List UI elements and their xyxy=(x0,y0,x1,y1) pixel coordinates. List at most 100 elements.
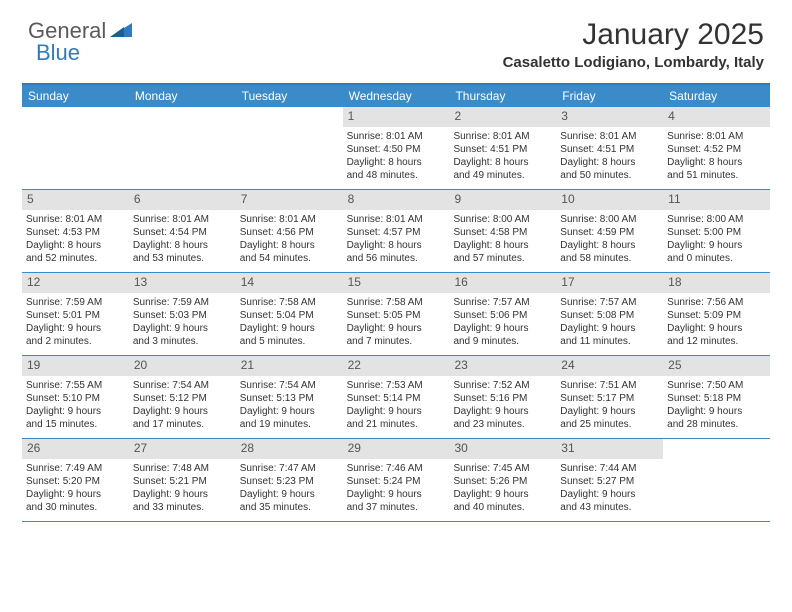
sunset-text: Sunset: 4:58 PM xyxy=(453,226,552,239)
daylight-text-2: and 56 minutes. xyxy=(347,252,446,265)
day-info: Sunrise: 8:00 AMSunset: 5:00 PMDaylight:… xyxy=(667,213,766,265)
day-number: 24 xyxy=(556,356,663,376)
day-number: 18 xyxy=(663,273,770,293)
day-cell-2: 2Sunrise: 8:01 AMSunset: 4:51 PMDaylight… xyxy=(449,107,556,189)
sunset-text: Sunset: 5:20 PM xyxy=(26,475,125,488)
day-cell-18: 18Sunrise: 7:56 AMSunset: 5:09 PMDayligh… xyxy=(663,273,770,355)
day-number: 20 xyxy=(129,356,236,376)
day-cell-25: 25Sunrise: 7:50 AMSunset: 5:18 PMDayligh… xyxy=(663,356,770,438)
sunrise-text: Sunrise: 8:01 AM xyxy=(26,213,125,226)
week-row: 26Sunrise: 7:49 AMSunset: 5:20 PMDayligh… xyxy=(22,439,770,522)
weekday-thursday: Thursday xyxy=(449,85,556,107)
brand-logo-line2: Blue xyxy=(36,40,80,66)
sunset-text: Sunset: 5:16 PM xyxy=(453,392,552,405)
day-cell-12: 12 Sunrise: 7:59 AMSunset: 5:01 PMDayligh… xyxy=(22,273,129,355)
day-info: Sunrise: 8:00 AMSunset: 4:59 PMDaylight:… xyxy=(560,213,659,265)
day-info: Sunrise: 7:51 AMSunset: 5:17 PMDaylight:… xyxy=(560,379,659,431)
daylight-text-1: Daylight: 9 hours xyxy=(26,405,125,418)
day-number: 12 xyxy=(22,273,129,293)
daylight-text-2: and 17 minutes. xyxy=(133,418,232,431)
day-number: 1 xyxy=(343,107,450,127)
daylight-text-2: and 23 minutes. xyxy=(453,418,552,431)
day-info: Sunrise: 8:01 AMSunset: 4:53 PMDaylight:… xyxy=(26,213,125,265)
day-cell-29: 29Sunrise: 7:46 AMSunset: 5:24 PMDayligh… xyxy=(343,439,450,521)
week-row: ...1Sunrise: 8:01 AMSunset: 4:50 PMDayli… xyxy=(22,107,770,190)
sunset-text: Sunset: 5:09 PM xyxy=(667,309,766,322)
weekday-sunday: Sunday xyxy=(22,85,129,107)
daylight-text-1: Daylight: 8 hours xyxy=(133,239,232,252)
daylight-text-1: Daylight: 9 hours xyxy=(453,405,552,418)
daylight-text-2: and 19 minutes. xyxy=(240,418,339,431)
daylight-text-1: Daylight: 9 hours xyxy=(240,488,339,501)
daylight-text-1: Daylight: 9 hours xyxy=(26,488,125,501)
sunset-text: Sunset: 5:05 PM xyxy=(347,309,446,322)
daylight-text-2: and 57 minutes. xyxy=(453,252,552,265)
day-info: Sunrise: 7:55 AMSunset: 5:10 PMDaylight:… xyxy=(26,379,125,431)
daylight-text-1: Daylight: 8 hours xyxy=(347,239,446,252)
daylight-text-2: and 3 minutes. xyxy=(133,335,232,348)
day-number: 7 xyxy=(236,190,343,210)
day-info: Sunrise: 7:57 AMSunset: 5:08 PMDaylight:… xyxy=(560,296,659,348)
daylight-text-1: Daylight: 9 hours xyxy=(560,405,659,418)
day-info: Sunrise: 7:47 AMSunset: 5:23 PMDaylight:… xyxy=(240,462,339,514)
sunrise-text: Sunrise: 7:55 AM xyxy=(26,379,125,392)
sunset-text: Sunset: 4:54 PM xyxy=(133,226,232,239)
sunrise-text: Sunrise: 7:53 AM xyxy=(347,379,446,392)
day-info: Sunrise: 7:58 AMSunset: 5:04 PMDaylight:… xyxy=(240,296,339,348)
sunrise-text: Sunrise: 7:46 AM xyxy=(347,462,446,475)
daylight-text-2: and 2 minutes. xyxy=(26,335,125,348)
brand-triangle-icon xyxy=(110,20,132,43)
day-number: 19 xyxy=(22,356,129,376)
day-cell-23: 23Sunrise: 7:52 AMSunset: 5:16 PMDayligh… xyxy=(449,356,556,438)
day-info: Sunrise: 8:01 AMSunset: 4:52 PMDaylight:… xyxy=(667,130,766,182)
day-number: 22 xyxy=(343,356,450,376)
sunset-text: Sunset: 5:26 PM xyxy=(453,475,552,488)
week-row: 12 Sunrise: 7:59 AMSunset: 5:01 PMDayligh… xyxy=(22,273,770,356)
day-info: Sunrise: 7:46 AMSunset: 5:24 PMDaylight:… xyxy=(347,462,446,514)
day-number: 21 xyxy=(236,356,343,376)
daylight-text-2: and 21 minutes. xyxy=(347,418,446,431)
day-cell-8: 8Sunrise: 8:01 AMSunset: 4:57 PMDaylight… xyxy=(343,190,450,272)
day-number: 9 xyxy=(449,190,556,210)
calendar: SundayMondayTuesdayWednesdayThursdayFrid… xyxy=(22,83,770,522)
day-cell-empty: . xyxy=(22,107,129,189)
day-info: Sunrise: 7:59 AMSunset: 5:01 PMDaylight:… xyxy=(26,296,125,348)
daylight-text-2: and 33 minutes. xyxy=(133,501,232,514)
day-cell-15: 15Sunrise: 7:58 AMSunset: 5:05 PMDayligh… xyxy=(343,273,450,355)
daylight-text-1: Daylight: 9 hours xyxy=(240,322,339,335)
daylight-text-1: Daylight: 9 hours xyxy=(453,488,552,501)
day-info: Sunrise: 8:00 AMSunset: 4:58 PMDaylight:… xyxy=(453,213,552,265)
daylight-text-1: Daylight: 9 hours xyxy=(133,405,232,418)
sunset-text: Sunset: 5:10 PM xyxy=(26,392,125,405)
day-number: 25 xyxy=(663,356,770,376)
day-info: Sunrise: 7:53 AMSunset: 5:14 PMDaylight:… xyxy=(347,379,446,431)
sunrise-text: Sunrise: 7:48 AM xyxy=(133,462,232,475)
sunrise-text: Sunrise: 8:01 AM xyxy=(347,130,446,143)
day-cell-22: 22 Sunrise: 7:53 AMSunset: 5:14 PMDayligh… xyxy=(343,356,450,438)
daylight-text-2: and 12 minutes. xyxy=(667,335,766,348)
day-cell-9: 9 Sunrise: 8:00 AMSunset: 4:58 PMDaylight… xyxy=(449,190,556,272)
day-cell-28: 28Sunrise: 7:47 AMSunset: 5:23 PMDayligh… xyxy=(236,439,343,521)
day-info: Sunrise: 8:01 AMSunset: 4:51 PMDaylight:… xyxy=(453,130,552,182)
sunrise-text: Sunrise: 7:47 AM xyxy=(240,462,339,475)
week-row: 19Sunrise: 7:55 AMSunset: 5:10 PMDayligh… xyxy=(22,356,770,439)
day-cell-1: 1 Sunrise: 8:01 AMSunset: 4:50 PMDaylight… xyxy=(343,107,450,189)
daylight-text-2: and 28 minutes. xyxy=(667,418,766,431)
sunset-text: Sunset: 4:51 PM xyxy=(560,143,659,156)
daylight-text-1: Daylight: 9 hours xyxy=(667,322,766,335)
daylight-text-1: Daylight: 9 hours xyxy=(560,488,659,501)
day-number: 15 xyxy=(343,273,450,293)
daylight-text-1: Daylight: 9 hours xyxy=(240,405,339,418)
day-cell-empty: . xyxy=(236,107,343,189)
sunrise-text: Sunrise: 7:57 AM xyxy=(453,296,552,309)
weeks-container: ...1Sunrise: 8:01 AMSunset: 4:50 PMDayli… xyxy=(22,107,770,522)
daylight-text-1: Daylight: 9 hours xyxy=(347,488,446,501)
day-info: Sunrise: 7:44 AMSunset: 5:27 PMDaylight:… xyxy=(560,462,659,514)
daylight-text-1: Daylight: 8 hours xyxy=(453,156,552,169)
day-info: Sunrise: 8:01 AMSunset: 4:51 PMDaylight:… xyxy=(560,130,659,182)
day-number: 26 xyxy=(22,439,129,459)
day-cell-4: 4Sunrise: 8:01 AMSunset: 4:52 PMDaylight… xyxy=(663,107,770,189)
sunset-text: Sunset: 4:51 PM xyxy=(453,143,552,156)
daylight-text-2: and 5 minutes. xyxy=(240,335,339,348)
day-info: Sunrise: 8:01 AMSunset: 4:50 PMDaylight:… xyxy=(347,130,446,182)
